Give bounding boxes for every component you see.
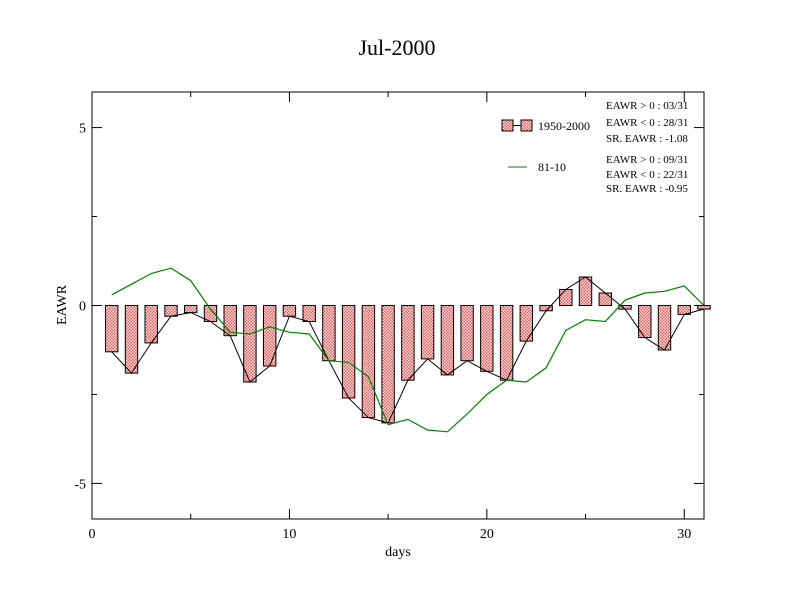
stat-line: EAWR < 0 : 28/31	[606, 117, 688, 129]
x-tick-label: 20	[480, 527, 494, 542]
bar	[184, 305, 198, 314]
bar	[697, 305, 711, 310]
bar-tip-line	[111, 276, 705, 424]
legend-swatch-bar-right	[520, 119, 533, 132]
y-tick-label: -5	[74, 477, 86, 492]
bar	[124, 305, 139, 374]
stat-line: EAWR < 0 : 22/31	[606, 169, 688, 181]
bar	[460, 305, 474, 362]
legend-label-bars: 1950-2000	[538, 119, 590, 133]
bar	[657, 305, 672, 351]
bar	[519, 305, 533, 342]
bar	[302, 305, 316, 322]
x-tick-label: 10	[282, 527, 296, 542]
stat-line: SR. EAWR : -0.95	[606, 183, 688, 195]
bar	[578, 276, 593, 306]
bar	[164, 305, 178, 317]
bar	[105, 305, 119, 353]
legend-label-line: 81-10	[538, 160, 566, 174]
stat-line: EAWR > 0 : 03/31	[606, 100, 688, 112]
chart-title: Jul-2000	[359, 35, 436, 60]
bar	[361, 305, 376, 419]
stat-line: EAWR > 0 : 09/31	[606, 154, 688, 166]
y-axis-label: EAWR	[55, 284, 70, 325]
bar	[263, 305, 277, 367]
bar	[559, 289, 573, 306]
line-series-group	[111, 267, 705, 433]
bar	[282, 305, 297, 317]
axes-group: 0 10 20 30 -5 0 5	[74, 92, 704, 542]
stat-line: SR. EAWR : -1.08	[606, 133, 688, 145]
x-tick-label: 30	[677, 527, 691, 542]
bar	[499, 305, 514, 381]
bar	[638, 305, 652, 338]
stats-block: EAWR > 0 : 03/31 EAWR < 0 : 28/31 SR. EA…	[606, 100, 688, 195]
bar	[420, 305, 435, 360]
bar	[598, 292, 612, 306]
bar	[440, 305, 455, 376]
bar-series-group	[105, 276, 711, 424]
y-tick-label: 5	[79, 122, 86, 137]
bar	[480, 305, 494, 372]
bar	[223, 305, 237, 337]
series-line-81-10	[111, 267, 705, 433]
bar	[381, 305, 395, 424]
x-tick-label: 0	[89, 527, 96, 542]
bar	[341, 305, 356, 399]
bar	[401, 305, 415, 381]
x-axis-label: days	[385, 545, 411, 560]
legend: 1950-2000 81-10	[501, 119, 590, 174]
y-tick-label: 0	[79, 300, 86, 315]
legend-swatch-bar-left	[501, 119, 514, 132]
